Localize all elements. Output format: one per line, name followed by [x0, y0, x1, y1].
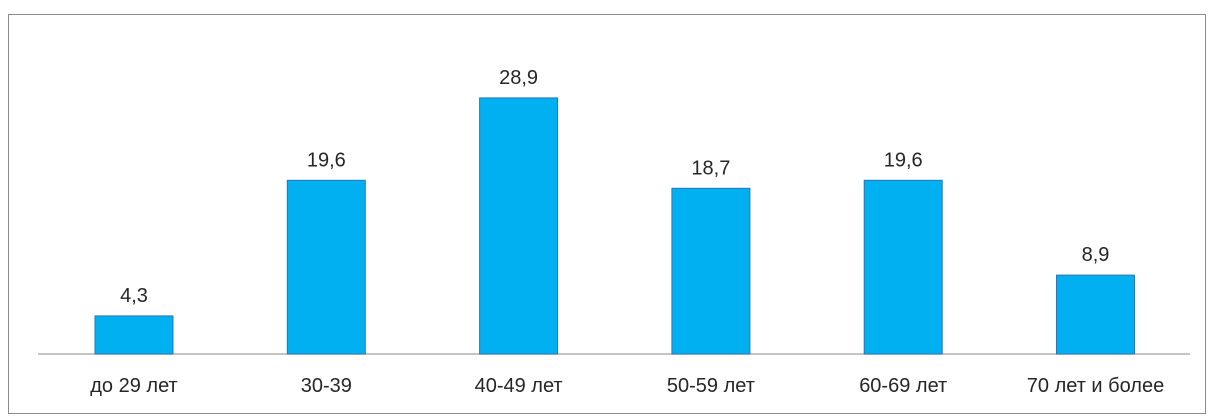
category-label-3: 40-49 лет [475, 375, 563, 397]
data-label-5: 19,6 [884, 149, 923, 171]
chart-frame [8, 14, 1206, 414]
bars-group [94, 97, 1135, 355]
data-label-1: 4,3 [120, 285, 148, 307]
category-labels-group: до 29 лет 30-39 40-49 лет 50-59 лет 60-69 ле… [90, 375, 1164, 397]
category-label-4: 50-59 лет [667, 375, 755, 397]
category-label-1: до 29 лет [90, 375, 177, 397]
data-label-3: 28,9 [499, 67, 538, 89]
category-label-6: 70 лет и более [1027, 375, 1164, 397]
data-label-4: 18,7 [691, 157, 730, 179]
value-labels-group: 4,3 19,6 28,9 18,7 19,6 8,9 [120, 67, 1109, 307]
bar-6 [1056, 274, 1135, 355]
data-label-2: 19,6 [307, 149, 346, 171]
bar-3 [479, 97, 559, 355]
category-label-5: 60-69 лет [859, 375, 947, 397]
bar-2 [286, 179, 366, 355]
bar-1 [94, 315, 174, 355]
bar-4 [671, 187, 751, 355]
category-label-2: 30-39 [301, 375, 352, 397]
bar-5 [863, 179, 943, 355]
data-label-6: 8,9 [1082, 244, 1110, 266]
